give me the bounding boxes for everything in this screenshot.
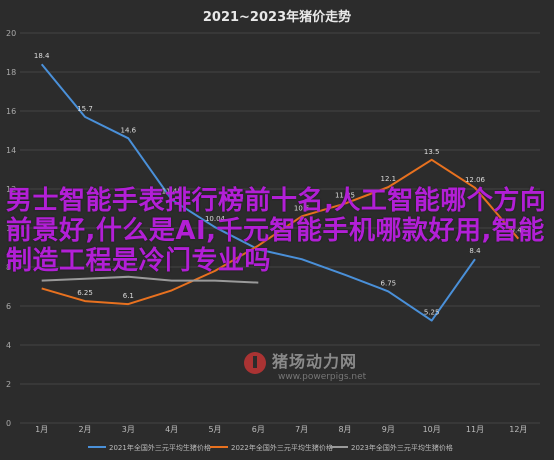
data-label: 10.04 — [205, 215, 226, 223]
watermark: 猪场动力网 www.powerpigs.net — [244, 348, 366, 382]
x-tick-label: 5月 — [208, 425, 221, 434]
x-tick-label: 6月 — [252, 425, 265, 434]
x-tick-label: 1月 — [35, 425, 48, 434]
data-label: 6.1 — [123, 292, 134, 300]
series-line-3 — [41, 275, 259, 284]
watermark-text: 猪场动力网 — [272, 352, 358, 371]
data-label: 6.25 — [77, 289, 93, 297]
y-tick-label: 20 — [6, 29, 16, 38]
y-tick-label: 16 — [6, 107, 16, 116]
legend-entry: 2022年全国外三元平均生猪价格 — [231, 443, 333, 452]
chart-title: 2021~2023年猪价走势 — [202, 10, 352, 25]
x-tick-label: 3月 — [122, 425, 135, 434]
x-tick-label: 4月 — [165, 425, 178, 434]
data-label: 15.7 — [77, 105, 93, 113]
x-tick-label: 7月 — [295, 425, 308, 434]
legend-entry: 2021年全国外三元平均生猪价格 — [109, 443, 211, 452]
y-tick-label: 18 — [6, 68, 16, 77]
data-label: 10.6 — [294, 204, 310, 212]
x-tick-label: 2月 — [78, 425, 91, 434]
data-label: 5.25 — [424, 309, 440, 317]
data-label: 18.4 — [34, 52, 50, 60]
y-tick-label: 2 — [6, 380, 11, 389]
data-label: 13.5 — [424, 148, 440, 156]
y-tick-label: 6 — [6, 302, 11, 311]
x-tick-label: 12月 — [509, 425, 527, 434]
x-tick-label: 11月 — [466, 425, 484, 434]
y-tick-label: 12 — [6, 185, 16, 194]
x-tick-label: 10月 — [423, 425, 441, 434]
watermark-url: www.powerpigs.net — [278, 371, 367, 382]
data-label: 11.45 — [162, 188, 182, 196]
x-tick-label: 8月 — [338, 425, 351, 434]
y-tick-label: 14 — [6, 146, 16, 155]
overlay-text: 男士智能手表排行榜前十名,人工智能哪个方向前景好,什么是AI,千元智能手机哪款好… — [6, 186, 547, 276]
data-label: 8.4 — [469, 247, 481, 255]
series-line-1 — [40, 63, 476, 322]
y-tick-label: 10 — [6, 224, 16, 233]
x-tick-label: 9月 — [382, 425, 395, 434]
data-label: 12.06 — [465, 176, 486, 184]
y-tick-label: 0 — [6, 419, 11, 428]
watermark-logo-icon — [244, 351, 266, 374]
data-label: 11.25 — [335, 192, 355, 200]
data-label: 12.1 — [381, 175, 397, 183]
y-tick-label: 8 — [6, 263, 11, 272]
data-label: 6.75 — [381, 279, 397, 287]
series-line-2 — [41, 158, 520, 306]
data-label: 14.6 — [121, 126, 137, 134]
data-label: 9.45 — [511, 227, 527, 235]
legend-entry: 2023年全国外三元平均生猪价格 — [351, 443, 453, 452]
y-tick-label: 4 — [6, 341, 11, 350]
